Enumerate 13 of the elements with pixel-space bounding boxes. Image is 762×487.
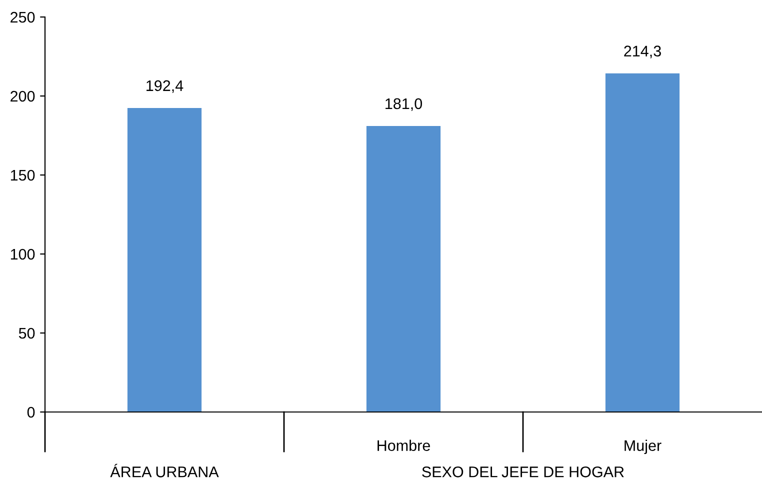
y-tick-label: 150	[10, 170, 35, 181]
y-tick-label: 250	[10, 12, 35, 23]
text: ÁREA URBANA	[110, 464, 219, 478]
x-tick-label: Mujer	[624, 440, 662, 454]
y-tick-label: 100	[10, 248, 35, 260]
data-label: 214,3	[624, 46, 661, 58]
text: SEXO DEL JEFE DE HOGAR	[422, 466, 624, 478]
y-tick-label: 0	[27, 406, 35, 418]
y-tick-label: 200	[10, 90, 35, 102]
data-label: 192,4	[146, 80, 184, 93]
y-tick-label: 50	[18, 328, 35, 339]
data-label: 181,0	[386, 98, 422, 111]
x-tick-label: Hombre	[378, 440, 430, 451]
